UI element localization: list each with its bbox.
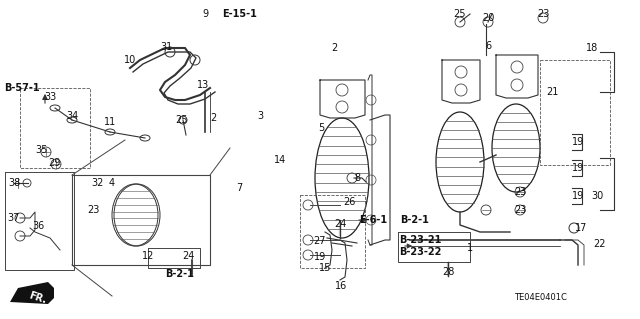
Text: 11: 11 [104,117,116,127]
Text: B-23-21: B-23-21 [399,235,441,245]
Text: 24: 24 [182,251,194,261]
Text: 6: 6 [485,41,491,51]
Text: 23: 23 [537,9,549,19]
Text: 29: 29 [48,158,60,168]
Text: 23: 23 [514,187,526,197]
Text: 10: 10 [124,55,136,65]
Text: 14: 14 [274,155,286,165]
Text: 4: 4 [109,178,115,188]
Text: 7: 7 [236,183,242,193]
Text: 3: 3 [257,111,263,121]
Text: 9: 9 [202,9,208,19]
Text: 33: 33 [44,92,56,102]
Text: 15: 15 [319,263,331,273]
Text: 20: 20 [482,13,494,23]
Text: 1: 1 [467,243,473,253]
Text: B-57-1: B-57-1 [4,83,40,93]
Text: 38: 38 [8,178,20,188]
Text: 17: 17 [575,223,587,233]
Text: 19: 19 [572,191,584,201]
Text: 35: 35 [36,145,48,155]
Text: FR.: FR. [28,291,48,306]
Text: B-2-1: B-2-1 [401,215,429,225]
Text: 2: 2 [210,113,216,123]
Text: 23: 23 [87,205,99,215]
Text: 36: 36 [32,221,44,231]
Text: 8: 8 [354,173,360,183]
Text: 13: 13 [197,80,209,90]
Text: 19: 19 [572,163,584,173]
Text: 34: 34 [66,111,78,121]
Text: 18: 18 [586,43,598,53]
Text: 25: 25 [175,115,188,125]
Text: 28: 28 [442,267,454,277]
Text: 19: 19 [314,252,326,262]
Text: B-23-22: B-23-22 [399,247,441,257]
Text: 26: 26 [343,197,355,207]
Text: 37: 37 [8,213,20,223]
Text: 19: 19 [572,137,584,147]
Polygon shape [10,282,54,304]
Text: TE04E0401C: TE04E0401C [513,293,566,302]
Text: 27: 27 [314,236,326,246]
Text: 16: 16 [335,281,347,291]
Text: B-2-1: B-2-1 [166,269,195,279]
Text: 25: 25 [454,9,467,19]
Text: 32: 32 [91,178,103,188]
Text: 5: 5 [318,123,324,133]
Text: 22: 22 [594,239,606,249]
Text: 21: 21 [546,87,558,97]
Text: 12: 12 [142,251,154,261]
Text: 31: 31 [160,42,172,52]
Text: 30: 30 [591,191,603,201]
Text: E-15-1: E-15-1 [223,9,257,19]
Text: 2: 2 [331,43,337,53]
Text: E-6-1: E-6-1 [359,215,387,225]
Text: 23: 23 [514,205,526,215]
Text: 24: 24 [334,219,346,229]
